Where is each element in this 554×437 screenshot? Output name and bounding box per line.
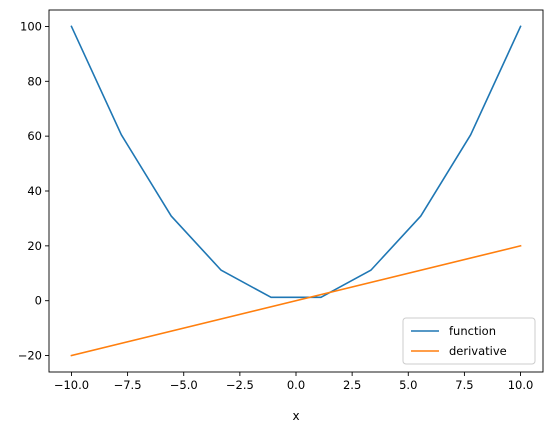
legend-label-2: derivative xyxy=(449,344,507,358)
series-line-2 xyxy=(70,244,522,357)
x-tick-label: −2.5 xyxy=(226,378,254,392)
series-line-1 xyxy=(70,25,522,299)
y-tick-label: 80 xyxy=(27,74,42,88)
legend: function derivative xyxy=(402,317,536,365)
x-tick-label: −7.5 xyxy=(114,378,142,392)
y-tick-label: 100 xyxy=(20,19,42,33)
x-tick-label: 0.0 xyxy=(287,378,305,392)
x-tick-label: 7.5 xyxy=(455,378,473,392)
y-tick-label: 0 xyxy=(35,294,42,308)
plot-area xyxy=(70,25,522,357)
y-tick-label: −20 xyxy=(18,349,42,363)
legend-box xyxy=(402,317,536,365)
y-tick-label: 60 xyxy=(27,129,42,143)
y-tick-label: 40 xyxy=(27,184,42,198)
x-axis-label: x xyxy=(292,409,299,423)
x-tick-label: 2.5 xyxy=(343,378,361,392)
y-tick-label: 20 xyxy=(27,239,42,253)
x-tick-label: −10.0 xyxy=(54,378,89,392)
x-tick-label: −5.0 xyxy=(170,378,198,392)
axes: −10.0 −7.5 −5.0 −2.5 0.0 2.5 5.0 7.5 10.0 −20 0 20 4… xyxy=(18,9,544,392)
legend-label-1: function xyxy=(449,324,496,338)
x-tick-label: 5.0 xyxy=(399,378,417,392)
x-tick-label: 10.0 xyxy=(508,378,534,392)
